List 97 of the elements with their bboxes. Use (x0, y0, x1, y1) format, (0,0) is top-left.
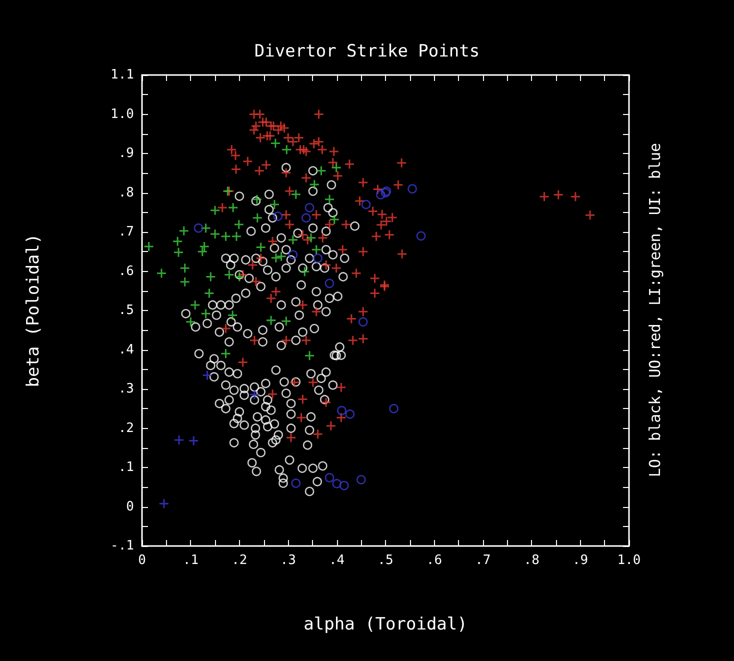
point (305, 351, 314, 360)
point (189, 436, 198, 446)
point (234, 220, 244, 230)
point (282, 145, 292, 154)
y-tick-label: .1 (118, 460, 134, 475)
point (300, 267, 310, 276)
x-tick-label: .1 (182, 553, 199, 568)
y-tick-label: .2 (118, 420, 134, 436)
point (250, 390, 259, 399)
point (345, 409, 355, 419)
point (273, 212, 283, 221)
point (186, 317, 196, 326)
y-tick-label: .8 (118, 185, 134, 200)
y-tick-label: .5 (118, 303, 134, 318)
y-tick-label: 0 (126, 499, 134, 514)
point (291, 478, 301, 488)
point (232, 232, 241, 241)
x-tick-label: .5 (378, 553, 394, 568)
point (221, 232, 230, 241)
point (270, 200, 279, 210)
point (332, 163, 341, 172)
chart-title: Divertor Strike Points (254, 42, 480, 62)
y-tick-label: -.1 (110, 538, 134, 554)
point (190, 300, 200, 310)
point (201, 309, 210, 318)
point (204, 288, 214, 298)
point (201, 224, 210, 233)
point (324, 278, 334, 288)
point (266, 316, 276, 325)
x-tick-label: .8 (524, 553, 540, 568)
x-axis-title: alpha (Toroidal) (304, 614, 468, 634)
x-tick-label: .4 (328, 553, 345, 568)
point (356, 475, 366, 484)
y-tick-label: 1.0 (110, 106, 134, 122)
x-tick-label: .2 (232, 553, 248, 568)
point (256, 242, 266, 252)
point (288, 250, 298, 260)
point (358, 317, 368, 327)
point (200, 242, 209, 252)
point (173, 236, 182, 246)
point (194, 223, 204, 233)
point (252, 213, 262, 222)
point (210, 229, 220, 238)
point (159, 499, 168, 508)
point (376, 190, 386, 200)
point (324, 194, 334, 204)
point (179, 226, 188, 236)
point (180, 277, 190, 286)
x-tick-label: .9 (572, 553, 588, 568)
x-tick-label: 0 (138, 553, 146, 568)
point (271, 253, 280, 262)
y-tick-label: .9 (118, 146, 134, 161)
point (174, 248, 184, 257)
point (324, 473, 334, 482)
point (144, 242, 154, 252)
point (276, 252, 286, 261)
y-tick-label: .4 (118, 342, 134, 358)
point (361, 200, 371, 210)
point (270, 138, 280, 148)
point (312, 245, 321, 254)
point (198, 247, 207, 256)
point (408, 184, 417, 194)
y-tick-label: .7 (118, 224, 134, 240)
point (339, 480, 349, 490)
point (288, 235, 298, 244)
point (221, 349, 230, 358)
point (313, 254, 322, 263)
point (202, 370, 212, 380)
point (316, 166, 326, 176)
point (174, 436, 184, 445)
point (332, 478, 342, 488)
y-tick-label: .3 (118, 382, 134, 396)
point (156, 268, 166, 278)
y-axis-title: beta (Poloidal) (24, 234, 44, 388)
point (330, 214, 339, 224)
point (306, 233, 316, 242)
point (389, 404, 398, 414)
point (224, 270, 234, 280)
point (310, 180, 319, 190)
point (282, 316, 291, 326)
point (291, 190, 300, 199)
point (337, 406, 346, 416)
point (180, 264, 190, 273)
x-tick-label: .7 (475, 553, 491, 568)
y-tick-label: .6 (118, 264, 134, 279)
x-tick-label: .3 (280, 553, 296, 568)
x-tick-label: 1.0 (617, 553, 641, 568)
text: LO: black, UO:red, LI:green, UI: blue (646, 142, 664, 478)
point (304, 203, 314, 212)
y-tick-label: 1.1 (110, 68, 134, 82)
point (210, 206, 220, 215)
point (228, 203, 238, 212)
point (416, 231, 426, 241)
point (301, 213, 311, 223)
x-tick-label: .6 (426, 553, 442, 568)
point (228, 310, 238, 320)
point (206, 272, 216, 282)
